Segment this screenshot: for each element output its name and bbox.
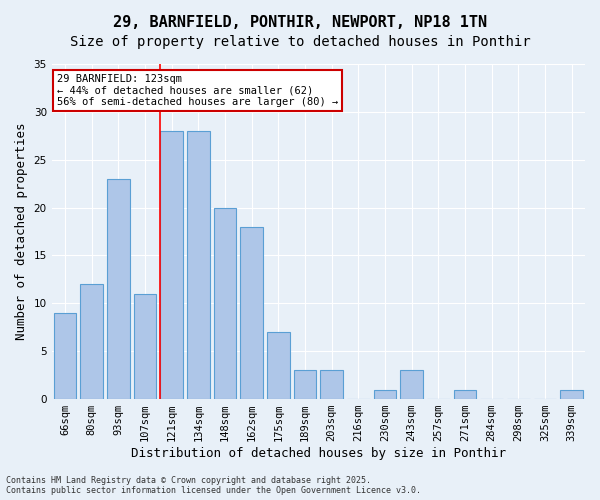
Bar — [241, 227, 263, 399]
Bar — [400, 370, 423, 399]
Bar — [293, 370, 316, 399]
Bar — [560, 390, 583, 399]
Bar — [107, 179, 130, 399]
Text: Contains HM Land Registry data © Crown copyright and database right 2025.
Contai: Contains HM Land Registry data © Crown c… — [6, 476, 421, 495]
Text: Size of property relative to detached houses in Ponthir: Size of property relative to detached ho… — [70, 35, 530, 49]
Bar — [454, 390, 476, 399]
Bar — [53, 313, 76, 399]
Bar — [187, 131, 209, 399]
Bar — [80, 284, 103, 399]
Bar — [374, 390, 397, 399]
X-axis label: Distribution of detached houses by size in Ponthir: Distribution of detached houses by size … — [131, 447, 506, 460]
Bar — [267, 332, 290, 399]
Y-axis label: Number of detached properties: Number of detached properties — [15, 123, 28, 340]
Bar — [320, 370, 343, 399]
Text: 29 BARNFIELD: 123sqm
← 44% of detached houses are smaller (62)
56% of semi-detac: 29 BARNFIELD: 123sqm ← 44% of detached h… — [57, 74, 338, 108]
Bar — [160, 131, 183, 399]
Bar — [134, 294, 157, 399]
Bar — [214, 208, 236, 399]
Text: 29, BARNFIELD, PONTHIR, NEWPORT, NP18 1TN: 29, BARNFIELD, PONTHIR, NEWPORT, NP18 1T… — [113, 15, 487, 30]
